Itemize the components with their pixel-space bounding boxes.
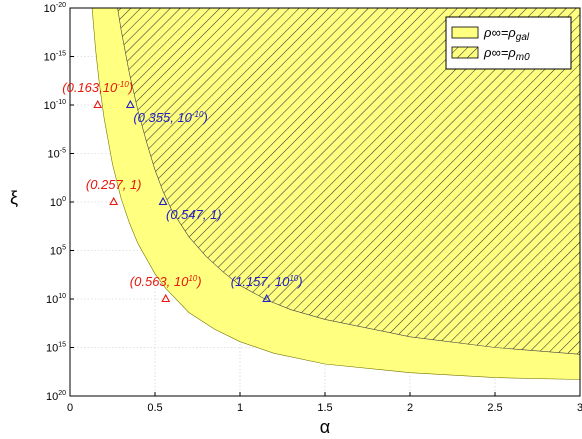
boundary-rho-gal bbox=[91, 8, 580, 380]
y-tick-label: 10-10 bbox=[44, 99, 66, 112]
y-tick-label: 1010 bbox=[46, 293, 66, 306]
x-tick-label: 0 bbox=[67, 402, 73, 414]
x-tick-label: 2.5 bbox=[487, 402, 502, 414]
data-point-marker bbox=[158, 196, 168, 206]
data-point-label: (0.163,10-10) bbox=[62, 80, 133, 95]
data-point-label: (0.257, 1) bbox=[86, 177, 142, 192]
legend: ρ∞=ρgal ρ∞=ρm0 bbox=[445, 16, 572, 70]
data-points: (0.163,10-10) (0.257, 1) (0.563, 1010) (0.3… bbox=[62, 80, 303, 303]
data-point-label: (0.563, 1010) bbox=[130, 274, 202, 289]
x-tick-label: 1.5 bbox=[317, 402, 332, 414]
x-tick-label: 0.5 bbox=[147, 402, 162, 414]
y-tick-label: 10-15 bbox=[44, 51, 66, 64]
data-point-label: (0.547, 1) bbox=[166, 207, 222, 222]
y-tick-label: 1015 bbox=[46, 342, 66, 355]
y-tick-label: 100 bbox=[50, 196, 66, 209]
x-tick-label: 1 bbox=[237, 402, 243, 414]
data-point-marker bbox=[262, 293, 272, 303]
data-point-label: (1.157, 1010) bbox=[231, 274, 303, 289]
x-tick-label: 2 bbox=[407, 402, 413, 414]
legend-label-m0: ρ∞=ρm0 bbox=[483, 45, 530, 63]
legend-label-gal: ρ∞=ρgal bbox=[483, 25, 530, 43]
plot-areas bbox=[91, 8, 580, 380]
axis-ticks: 0 0.5 1 1.5 2 2.5 3 10-20 10-15 10-10 10-5 100 105 10… bbox=[44, 2, 582, 414]
y-tick-label: 1020 bbox=[46, 390, 66, 403]
x-tick-label: 3 bbox=[577, 402, 582, 414]
x-axis-label: α bbox=[320, 417, 330, 437]
data-point-marker bbox=[93, 99, 103, 109]
legend-swatch-gal bbox=[451, 26, 479, 39]
y-tick-label: 10-20 bbox=[44, 2, 66, 15]
region-rho-m0 bbox=[117, 8, 580, 355]
data-point-marker bbox=[161, 293, 171, 303]
data-point-label: (0.355, 10-10) bbox=[133, 110, 207, 125]
legend-swatch-m0 bbox=[451, 46, 479, 59]
data-point-marker bbox=[109, 196, 119, 206]
legend-box bbox=[445, 16, 572, 70]
y-tick-label: 105 bbox=[50, 245, 66, 258]
data-point-marker bbox=[125, 99, 135, 109]
y-axis-label: ξ bbox=[10, 188, 18, 208]
boundary-rho-m0 bbox=[117, 8, 580, 355]
y-tick-label: 10-5 bbox=[48, 148, 67, 161]
